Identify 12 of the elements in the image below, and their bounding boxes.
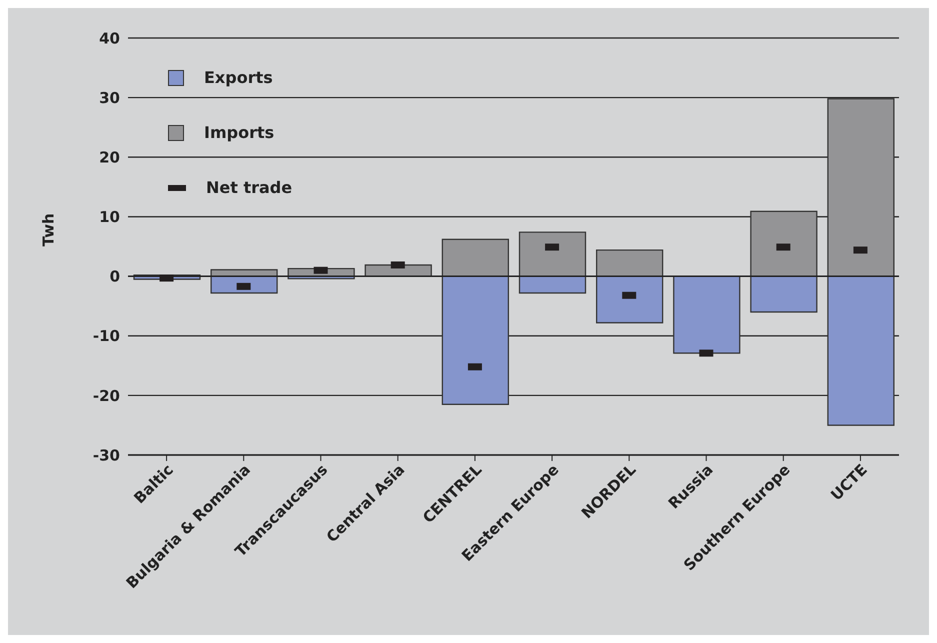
y-tick-label: -30 <box>92 446 120 464</box>
y-tick-label: 20 <box>99 148 120 166</box>
y-tick-label: 30 <box>99 88 120 107</box>
y-tick-label: 10 <box>99 208 120 226</box>
legend-label: Imports <box>204 123 274 142</box>
legend-label: Net trade <box>206 178 292 197</box>
y-tick-label: -20 <box>92 386 120 405</box>
legend-label: Exports <box>204 68 273 87</box>
y-tick-label: 40 <box>99 29 120 48</box>
y-tick-label: -10 <box>92 327 120 346</box>
y-tick-label: 0 <box>110 268 120 286</box>
y-axis-title: Twh <box>39 213 58 246</box>
